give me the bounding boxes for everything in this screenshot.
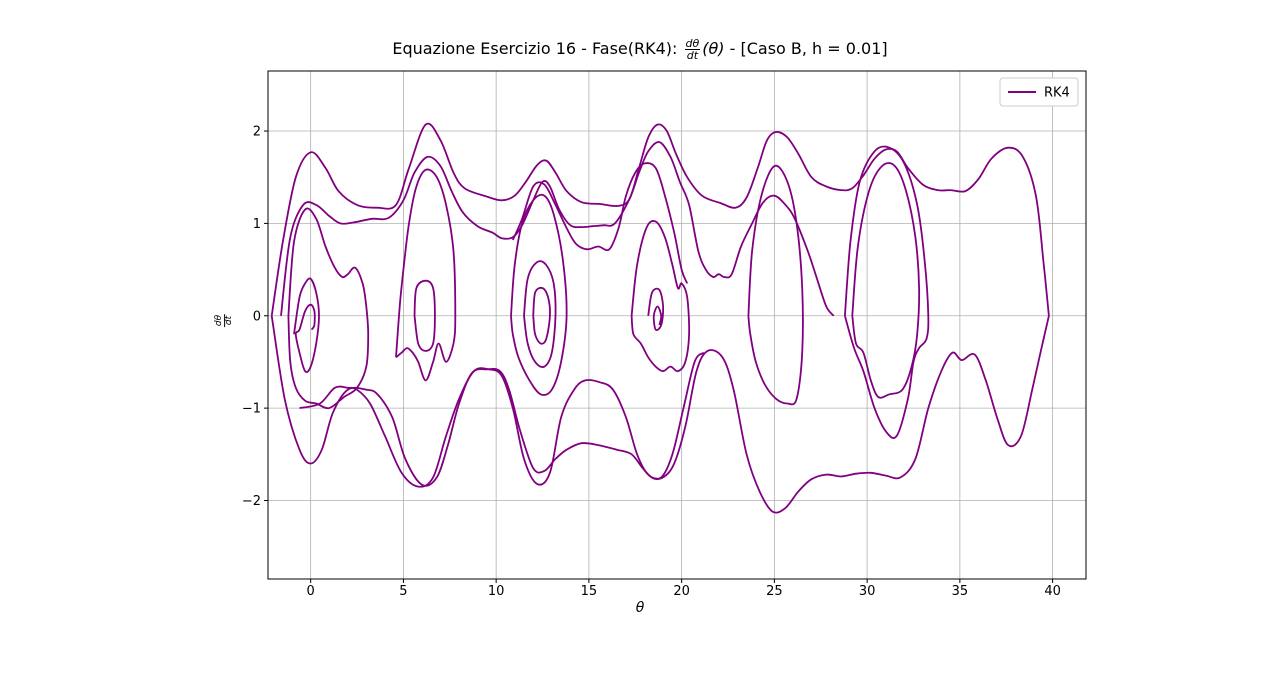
title-fraction: dθ dt	[684, 37, 701, 62]
curve-loop-19	[630, 220, 691, 373]
title-arg: (θ)	[702, 39, 725, 58]
curve-loop-31-outer	[844, 145, 930, 439]
title-frac-num: dθ	[684, 37, 701, 50]
x-tick-label: 25	[766, 584, 783, 599]
grid	[268, 71, 1086, 579]
y-tick-label: 0	[253, 309, 261, 324]
y-tick-label: 1	[253, 217, 261, 232]
x-axis-label: θ	[635, 600, 645, 616]
curve-loop-31	[851, 162, 921, 399]
curve-loop-6	[395, 168, 457, 382]
x-tick-label: 40	[1044, 584, 1061, 599]
curve-core-19	[647, 287, 665, 331]
curve-crossing-top	[511, 162, 689, 284]
curve-inner-left-loop	[287, 207, 370, 410]
y-axis-label: dθ dt	[214, 312, 235, 329]
y-tick-label: −1	[242, 402, 261, 417]
y-tick-label: 2	[253, 125, 261, 140]
title-suffix: - [Caso B, h = 0.01]	[729, 39, 888, 58]
title-prefix: Equazione Esercizio 16 - Fase(RK4):	[392, 39, 678, 58]
curve-mid-top	[280, 141, 835, 317]
x-tick-label: 5	[399, 584, 407, 599]
curve-outer-top	[270, 122, 1050, 316]
curve-core-6	[413, 279, 436, 352]
x-tick-label: 30	[859, 584, 876, 599]
legend-label: RK4	[1044, 86, 1070, 101]
legend: RK4	[999, 77, 1079, 107]
legend-box	[999, 77, 1079, 107]
x-tick-label: 20	[673, 584, 690, 599]
curve-loop-12-core	[532, 286, 551, 345]
title-frac-den: dt	[686, 49, 699, 62]
x-tick-label: 35	[952, 584, 969, 599]
chart-title: Equazione Esercizio 16 - Fase(RK4): dθ dt…	[0, 38, 1280, 61]
curve-crossing-mid	[299, 351, 705, 488]
curve-loop-25	[747, 164, 804, 406]
curve-core-left	[293, 277, 320, 373]
curve-loop-12-outer	[510, 193, 568, 396]
x-tick-label: 10	[488, 584, 505, 599]
x-tick-label: 15	[581, 584, 598, 599]
axes-frame	[267, 70, 1087, 580]
curve-outer-bottom	[270, 315, 1050, 514]
ticks: 0 5 10 15 20 25 30 35 40 −2 −1 0 1 2	[242, 125, 1061, 599]
curve-loop-12-inner	[523, 260, 557, 368]
x-tick-label: 0	[307, 584, 315, 599]
ylabel-den: dt	[224, 315, 235, 326]
y-tick-label: −2	[242, 494, 261, 509]
series-rk4	[270, 122, 1050, 514]
